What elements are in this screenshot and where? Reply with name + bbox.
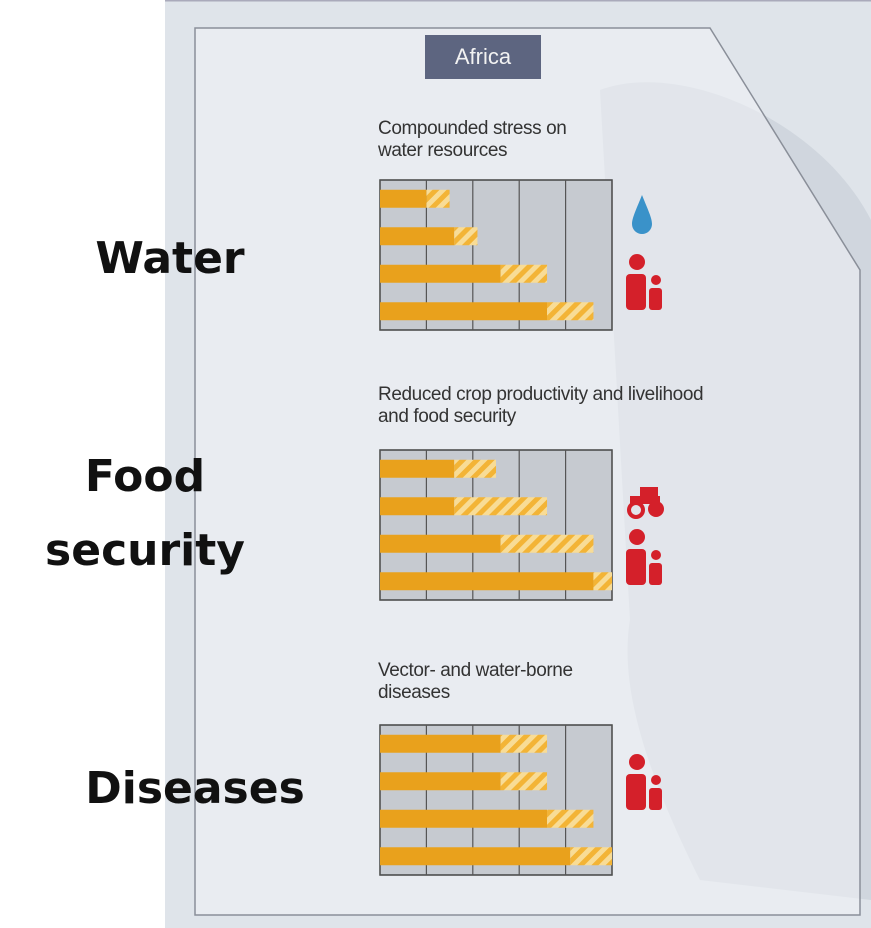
bar: [380, 847, 571, 866]
bar-hatched: [500, 264, 548, 283]
bar: [380, 459, 455, 478]
bar: [380, 809, 548, 828]
person-icon: [626, 754, 662, 810]
chart-title: Vector- and water-borne diseases: [378, 660, 573, 703]
bar: [380, 227, 455, 246]
bar-hatched: [570, 847, 612, 866]
bar-hatched: [547, 809, 594, 828]
chart-title: Compounded stress on water resources: [378, 118, 567, 161]
bar: [380, 189, 427, 208]
bar: [380, 572, 594, 591]
bar-hatched: [454, 227, 478, 246]
bar-hatched: [500, 772, 548, 791]
bar-hatched: [426, 189, 450, 208]
bar: [380, 264, 501, 283]
bar-hatched: [500, 734, 548, 753]
row-label: Water: [95, 233, 245, 284]
bar: [380, 772, 501, 791]
bar: [380, 534, 501, 553]
bar: [380, 497, 455, 516]
bar-hatched: [547, 302, 594, 321]
bar-hatched: [500, 534, 594, 553]
row-label: Diseases: [85, 763, 305, 814]
bar-hatched: [593, 572, 612, 591]
bar: [380, 734, 501, 753]
chart-title: Reduced crop productivity and livelihood…: [378, 384, 704, 427]
row-label: Food security: [45, 451, 245, 576]
tractor-icon: [627, 487, 664, 519]
left-panel: [0, 0, 165, 928]
bar-hatched: [454, 459, 496, 478]
water-drop-icon: [632, 195, 652, 234]
bar-hatched: [454, 497, 548, 516]
person-icon: [626, 529, 662, 585]
person-icon: [626, 254, 662, 310]
bar: [380, 302, 548, 321]
region-label: Africa: [425, 35, 541, 79]
